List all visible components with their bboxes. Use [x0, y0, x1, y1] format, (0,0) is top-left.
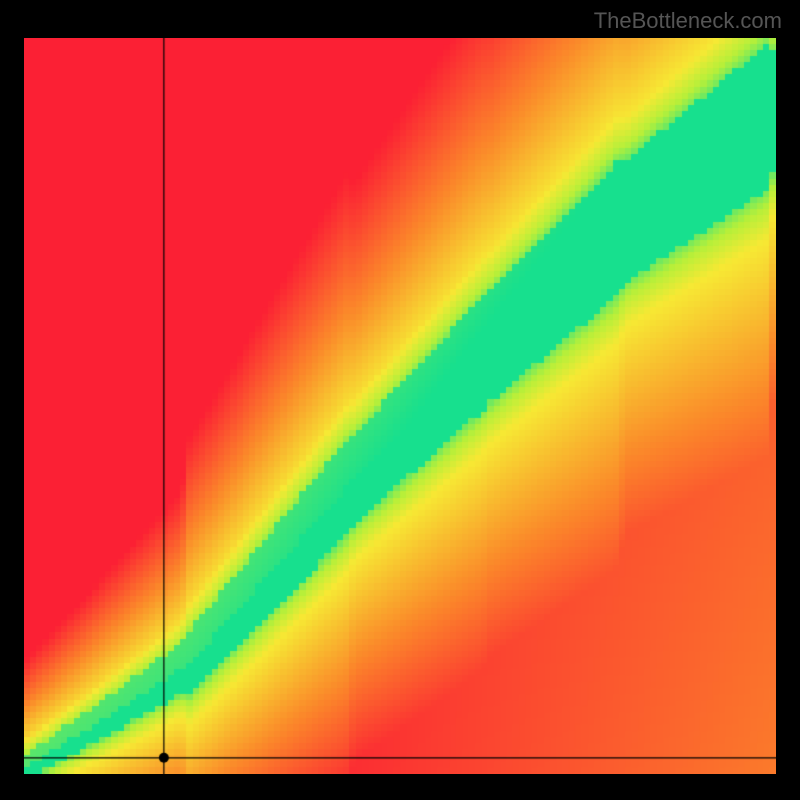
watermark-label: TheBottleneck.com — [594, 8, 782, 34]
chart-container: TheBottleneck.com — [0, 0, 800, 800]
bottleneck-heatmap — [24, 38, 776, 774]
